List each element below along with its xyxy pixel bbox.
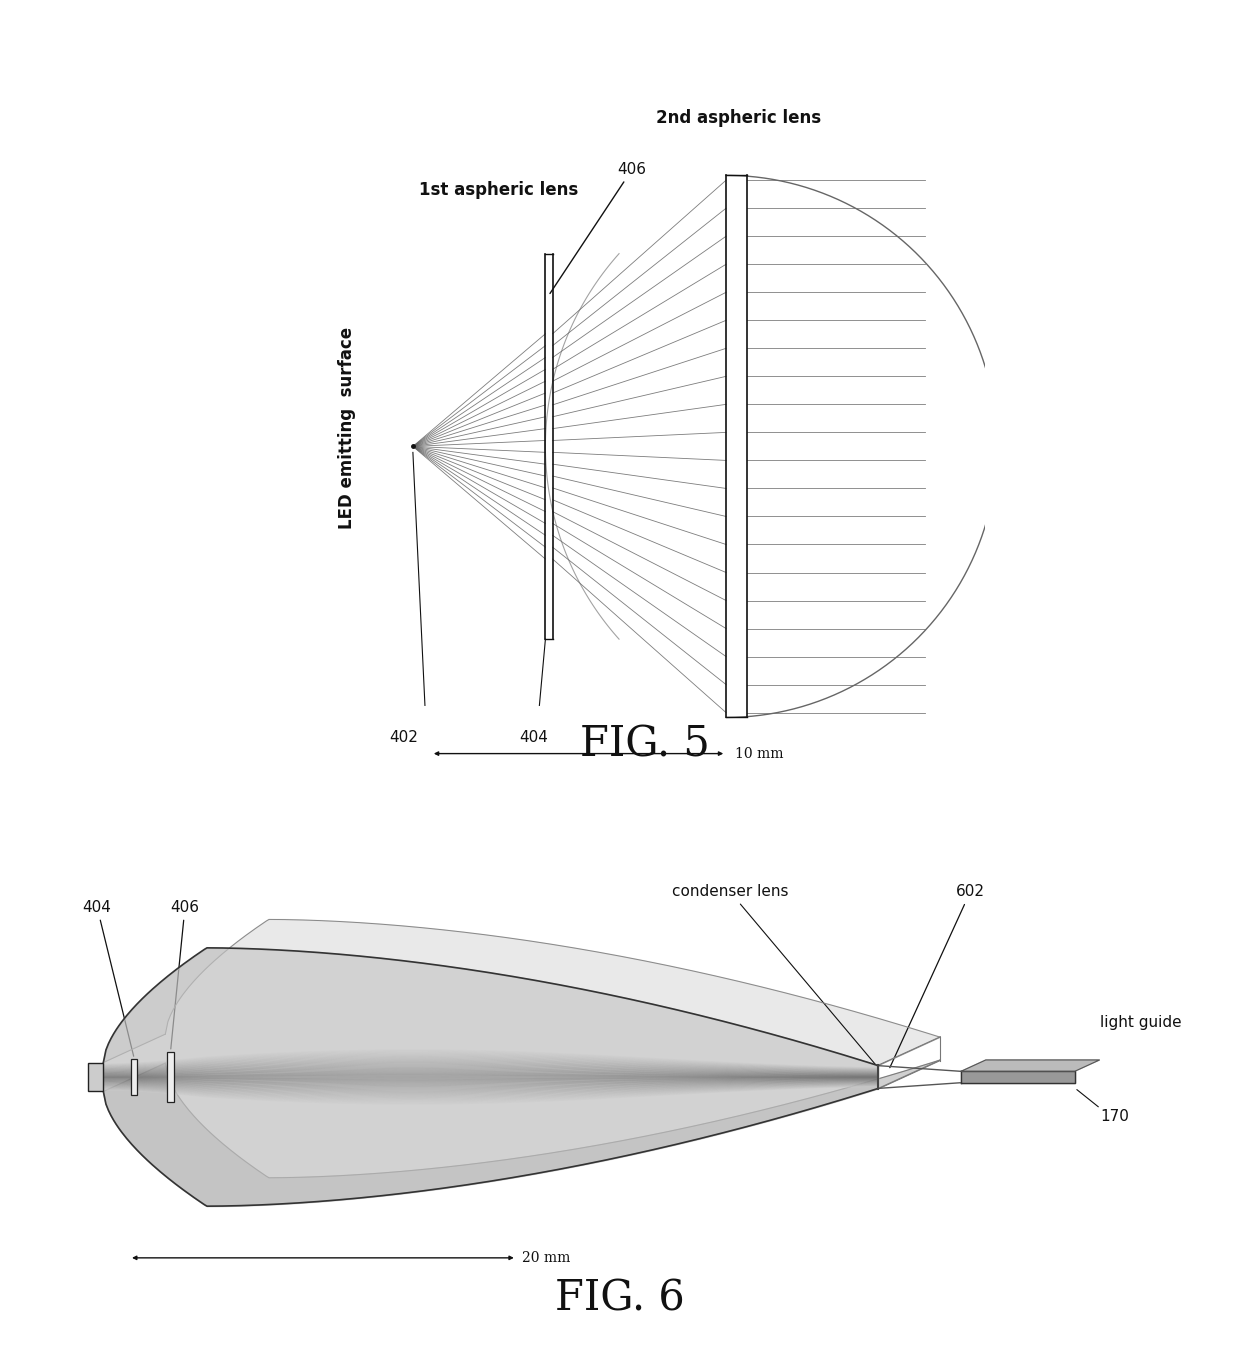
Text: light guide: light guide [1101,1015,1182,1030]
Text: 404: 404 [518,730,548,745]
Text: 406: 406 [171,900,200,1050]
Text: 170: 170 [1101,1109,1130,1124]
Text: condenser lens: condenser lens [672,884,877,1066]
Bar [131,1059,138,1095]
Bar [167,1052,174,1102]
Text: LED emitting  surface: LED emitting surface [337,328,356,530]
Text: 402: 402 [389,730,418,745]
Text: FIG. 5: FIG. 5 [580,723,709,766]
Text: 404: 404 [83,900,134,1056]
Text: 10 mm: 10 mm [735,746,784,760]
Polygon shape [961,1072,1075,1083]
Text: 1st aspheric lens: 1st aspheric lens [419,181,578,199]
Polygon shape [103,919,940,1066]
Polygon shape [961,1061,1100,1072]
Polygon shape [103,1061,940,1206]
Text: 20 mm: 20 mm [522,1251,570,1265]
Text: 602: 602 [890,884,985,1067]
Text: 2nd aspheric lens: 2nd aspheric lens [656,110,821,128]
Text: 406: 406 [551,162,647,294]
Bar [88,1062,103,1092]
Text: FIG. 6: FIG. 6 [556,1277,684,1320]
